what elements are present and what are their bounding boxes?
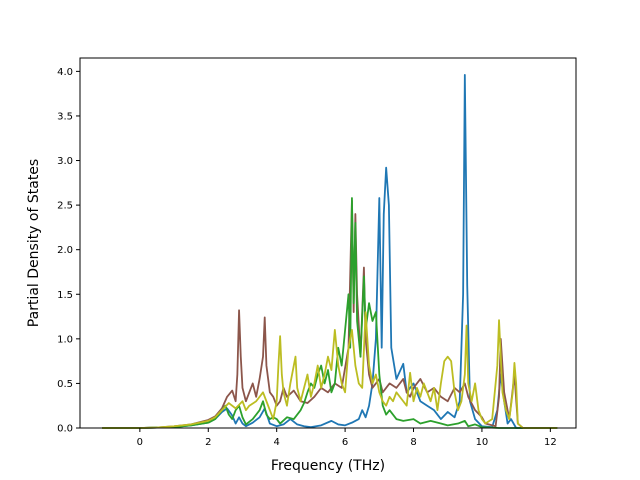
y-axis-label: Partial Density of States bbox=[26, 159, 42, 327]
y-tick-label: 3.5 bbox=[57, 111, 73, 122]
series-line-1 bbox=[102, 74, 558, 429]
x-tick-label: 10 bbox=[476, 437, 489, 448]
y-axis: 0.0 0.5 1.0 1.5 2.0 2.5 3.0 3.5 4.0 bbox=[57, 67, 80, 435]
y-tick-label: 3.0 bbox=[57, 156, 73, 167]
axes-frame bbox=[79, 57, 577, 429]
x-tick-label: 8 bbox=[410, 437, 416, 448]
y-tick-label: 0.5 bbox=[57, 379, 73, 390]
x-axis-label: Frequency (THz) bbox=[271, 458, 385, 474]
series-line-3 bbox=[102, 197, 558, 429]
series-line-2 bbox=[102, 199, 558, 429]
x-tick-label: 12 bbox=[544, 437, 557, 448]
y-tick-label: 4.0 bbox=[57, 67, 73, 78]
y-tick-label: 2.0 bbox=[57, 245, 73, 256]
series-line-4 bbox=[102, 311, 558, 429]
y-tick-label: 2.5 bbox=[57, 201, 73, 212]
x-tick-label: 0 bbox=[137, 437, 143, 448]
y-tick-label: 1.5 bbox=[57, 290, 73, 301]
x-tick-label: 2 bbox=[205, 437, 211, 448]
y-tick-label: 0.0 bbox=[57, 424, 73, 435]
x-axis: 0 2 4 6 8 10 12 bbox=[137, 428, 557, 448]
x-tick-label: 6 bbox=[342, 437, 348, 448]
y-tick-label: 1.0 bbox=[57, 334, 73, 345]
series-layer bbox=[102, 74, 558, 429]
x-tick-label: 4 bbox=[274, 437, 280, 448]
